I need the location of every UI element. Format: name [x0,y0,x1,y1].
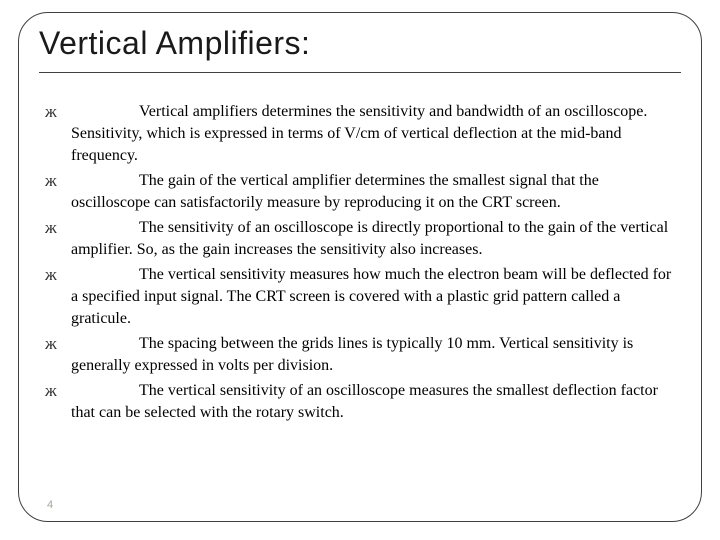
list-item: ж Vertical amplifiers determines the sen… [45,101,675,167]
bullet-icon: ж [45,170,65,192]
slide-number: 4 [47,499,53,511]
slide-frame: Vertical Amplifiers: ж Vertical amplifie… [18,12,702,522]
slide-title: Vertical Amplifiers: [39,25,681,73]
bullet-text: The sensitivity of an oscilloscope is di… [71,217,675,261]
list-item: ж The spacing between the grids lines is… [45,333,675,377]
list-item: ж The sensitivity of an oscilloscope is … [45,217,675,261]
bullet-text: The gain of the vertical amplifier deter… [71,170,675,214]
slide: Vertical Amplifiers: ж Vertical amplifie… [0,0,720,540]
bullet-icon: ж [45,101,65,123]
bullet-text: The spacing between the grids lines is t… [71,333,675,377]
slide-content: ж Vertical amplifiers determines the sen… [39,101,681,424]
list-item: ж The vertical sensitivity of an oscillo… [45,380,675,424]
bullet-icon: ж [45,217,65,239]
list-item: ж The vertical sensitivity measures how … [45,264,675,330]
bullet-text: The vertical sensitivity of an oscillosc… [71,380,675,424]
bullet-text: Vertical amplifiers determines the sensi… [71,101,675,167]
bullet-icon: ж [45,264,65,286]
list-item: ж The gain of the vertical amplifier det… [45,170,675,214]
bullet-icon: ж [45,333,65,355]
bullet-icon: ж [45,380,65,402]
bullet-text: The vertical sensitivity measures how mu… [71,264,675,330]
